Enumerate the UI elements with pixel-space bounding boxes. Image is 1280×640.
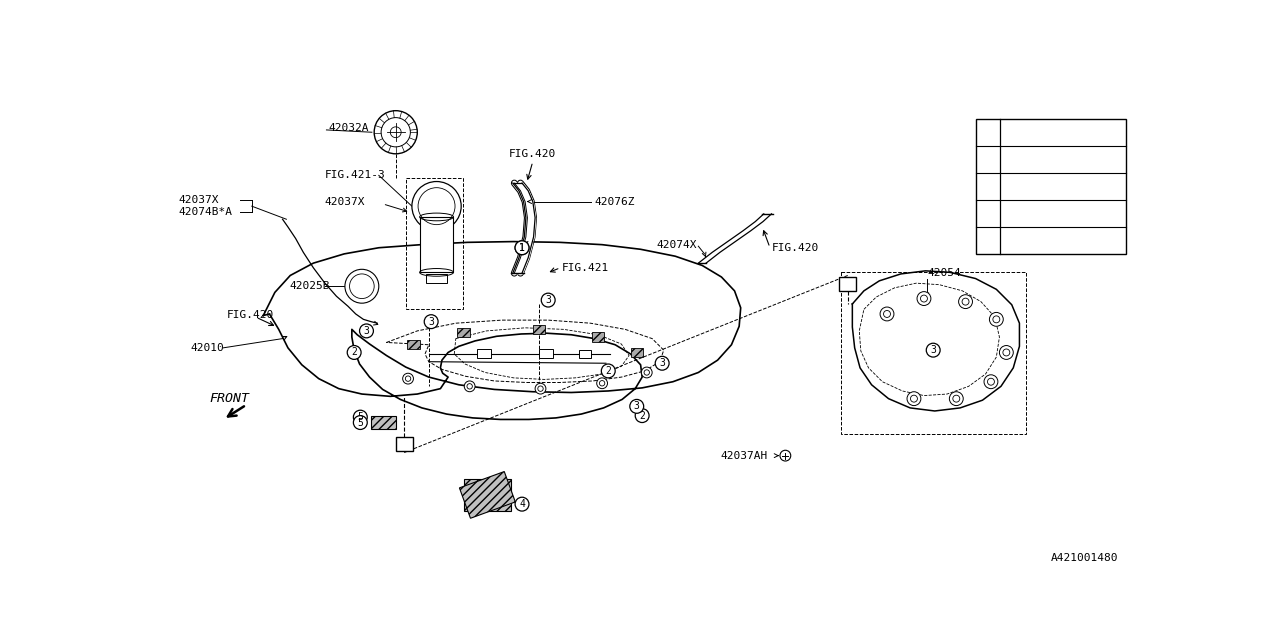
Text: 42074X: 42074X bbox=[657, 239, 696, 250]
Circle shape bbox=[927, 343, 940, 357]
Circle shape bbox=[412, 182, 461, 231]
Text: FIG.421-3: FIG.421-3 bbox=[325, 170, 385, 180]
Text: 3: 3 bbox=[984, 182, 991, 191]
Bar bbox=[593, 332, 604, 342]
Bar bbox=[539, 349, 553, 358]
Text: 42054: 42054 bbox=[927, 268, 961, 278]
Text: 5: 5 bbox=[357, 417, 364, 428]
Bar bbox=[426, 274, 447, 283]
Circle shape bbox=[989, 312, 1004, 326]
Text: 42037AH: 42037AH bbox=[721, 451, 768, 461]
Circle shape bbox=[980, 206, 996, 221]
Text: 3: 3 bbox=[429, 317, 434, 326]
Text: 42043*A: 42043*A bbox=[1006, 153, 1062, 166]
Text: 3: 3 bbox=[634, 401, 640, 412]
Text: 42076Z: 42076Z bbox=[594, 196, 635, 207]
Circle shape bbox=[635, 409, 649, 422]
Circle shape bbox=[984, 375, 998, 388]
Bar bbox=[532, 324, 545, 334]
Circle shape bbox=[541, 293, 556, 307]
Bar bbox=[407, 340, 420, 349]
Text: 2: 2 bbox=[984, 155, 991, 164]
Text: 5: 5 bbox=[357, 412, 364, 422]
Text: FIG.420: FIG.420 bbox=[509, 148, 557, 159]
Text: A421001480: A421001480 bbox=[1051, 553, 1117, 563]
Bar bbox=[841, 273, 1025, 434]
Text: FIG.421: FIG.421 bbox=[562, 263, 609, 273]
Text: 42043*B: 42043*B bbox=[1006, 180, 1062, 193]
Circle shape bbox=[980, 152, 996, 167]
Circle shape bbox=[360, 324, 374, 338]
Circle shape bbox=[780, 451, 791, 461]
Text: FIG.420: FIG.420 bbox=[772, 243, 819, 253]
Circle shape bbox=[980, 233, 996, 248]
Bar bbox=[975, 119, 1125, 254]
Text: A: A bbox=[401, 438, 408, 451]
Circle shape bbox=[347, 346, 361, 360]
Circle shape bbox=[916, 292, 931, 305]
Circle shape bbox=[1000, 346, 1014, 360]
Text: 4: 4 bbox=[520, 499, 525, 509]
FancyBboxPatch shape bbox=[396, 437, 412, 451]
Text: 3: 3 bbox=[931, 345, 936, 355]
Text: FRONT: FRONT bbox=[210, 392, 250, 405]
Circle shape bbox=[465, 381, 475, 392]
Text: 42037X: 42037X bbox=[179, 195, 219, 205]
Circle shape bbox=[424, 315, 438, 328]
Text: 1: 1 bbox=[520, 243, 525, 253]
Text: 3: 3 bbox=[545, 295, 552, 305]
Circle shape bbox=[515, 497, 529, 511]
Bar bbox=[477, 349, 492, 358]
Text: 3: 3 bbox=[364, 326, 370, 336]
Text: W170026: W170026 bbox=[1006, 126, 1062, 139]
Circle shape bbox=[950, 392, 964, 406]
Circle shape bbox=[980, 125, 996, 140]
Circle shape bbox=[535, 383, 545, 394]
Text: 3: 3 bbox=[659, 358, 666, 368]
Circle shape bbox=[602, 364, 616, 378]
Circle shape bbox=[353, 410, 367, 424]
Bar bbox=[371, 415, 396, 429]
Text: 42043*D: 42043*D bbox=[1006, 234, 1062, 247]
Text: 42010: 42010 bbox=[191, 343, 224, 353]
Circle shape bbox=[641, 367, 652, 378]
Text: 42037X: 42037X bbox=[325, 196, 365, 207]
Text: 42074B*A: 42074B*A bbox=[179, 207, 233, 216]
Circle shape bbox=[515, 241, 529, 255]
Bar bbox=[579, 350, 591, 358]
Circle shape bbox=[980, 179, 996, 194]
FancyBboxPatch shape bbox=[840, 277, 856, 291]
Circle shape bbox=[344, 269, 379, 303]
Text: 5: 5 bbox=[984, 236, 991, 245]
Circle shape bbox=[596, 378, 608, 388]
Text: 1: 1 bbox=[520, 243, 525, 253]
Text: FIG.420: FIG.420 bbox=[227, 310, 274, 321]
Circle shape bbox=[959, 294, 973, 308]
Circle shape bbox=[515, 241, 529, 255]
Circle shape bbox=[655, 356, 669, 370]
Circle shape bbox=[881, 307, 893, 321]
Text: 42025B: 42025B bbox=[289, 281, 330, 291]
Circle shape bbox=[374, 111, 417, 154]
Bar bbox=[420, 217, 453, 273]
Circle shape bbox=[630, 399, 644, 413]
Bar bbox=[631, 348, 643, 357]
Bar bbox=[460, 472, 516, 518]
Text: 1: 1 bbox=[984, 127, 991, 138]
Text: 42043*C: 42043*C bbox=[1006, 207, 1062, 220]
Text: 4: 4 bbox=[984, 209, 991, 218]
Text: 42032A: 42032A bbox=[328, 124, 369, 133]
Bar bbox=[457, 328, 470, 337]
Text: 2: 2 bbox=[351, 348, 357, 358]
Circle shape bbox=[353, 415, 367, 429]
Circle shape bbox=[908, 392, 920, 406]
Text: 2: 2 bbox=[639, 411, 645, 420]
Text: 2: 2 bbox=[605, 366, 611, 376]
Bar bbox=[406, 178, 463, 309]
Bar bbox=[463, 479, 511, 511]
Circle shape bbox=[403, 373, 413, 384]
Text: A: A bbox=[844, 277, 851, 291]
